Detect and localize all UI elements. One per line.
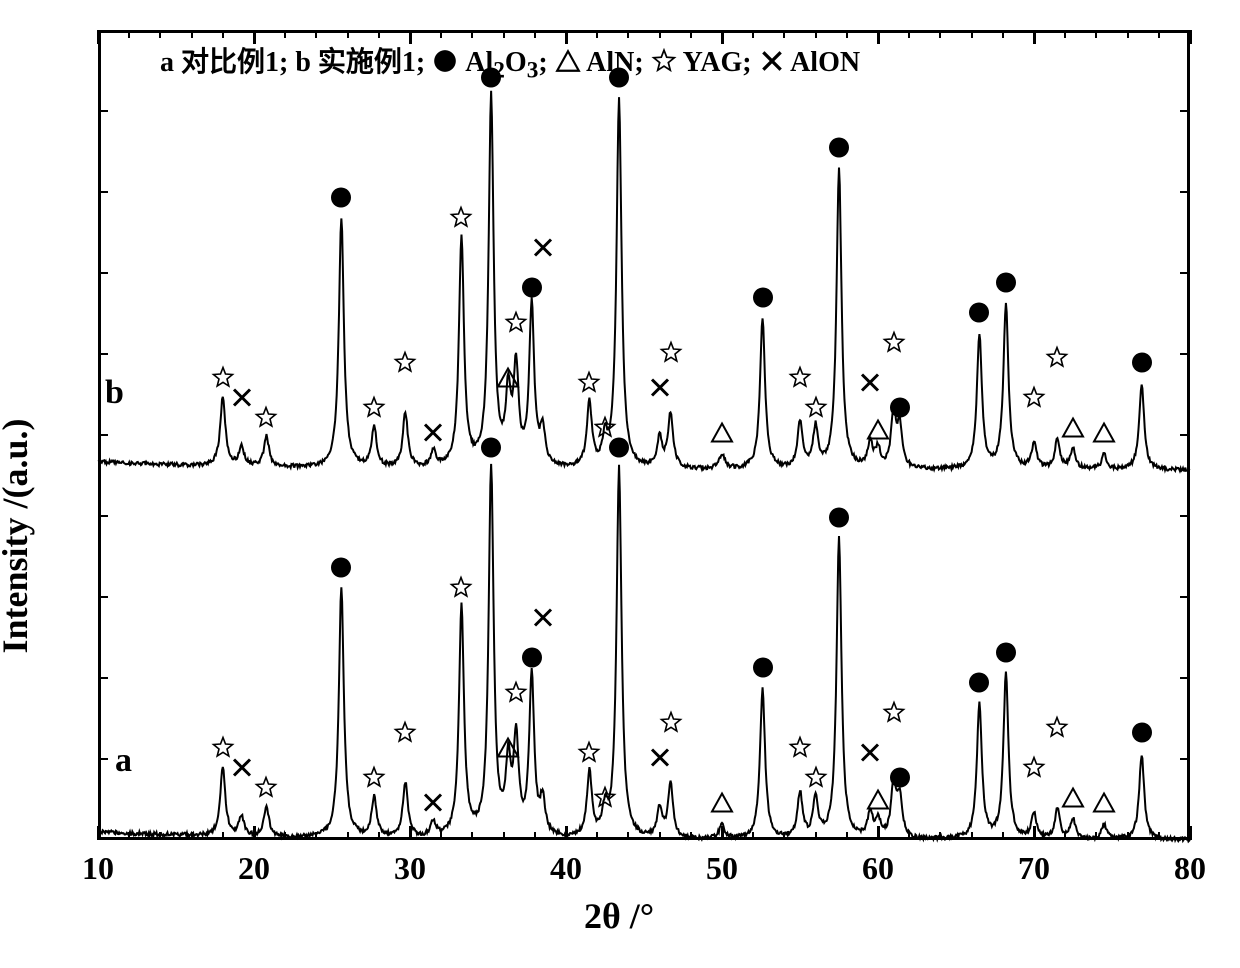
xrd-figure: Intensity /(a.u.) 2θ /° a 对比例1; b 实施例1; …: [0, 0, 1240, 968]
spectrum-b: [98, 91, 1190, 471]
spectrum-a: [98, 464, 1190, 841]
xrd-spectra: [0, 0, 1240, 968]
